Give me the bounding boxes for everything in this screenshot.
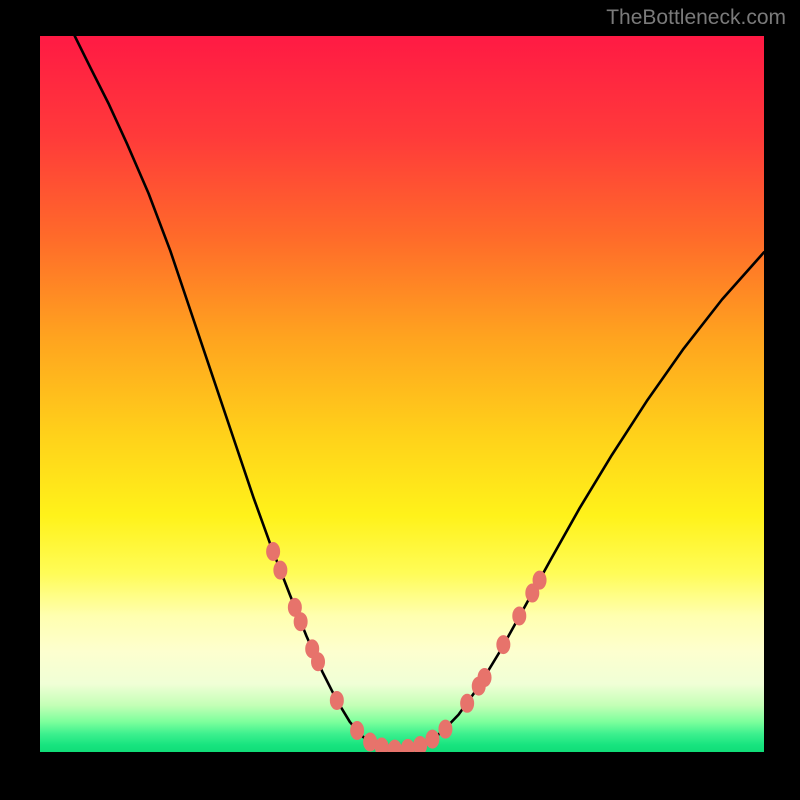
data-marker xyxy=(375,738,388,752)
data-marker xyxy=(478,669,491,687)
chart-background xyxy=(40,36,764,752)
chart-plot-area xyxy=(40,36,764,752)
chart-svg xyxy=(40,36,764,752)
data-marker xyxy=(533,571,546,589)
data-marker xyxy=(414,737,427,752)
data-marker xyxy=(426,730,439,748)
data-marker xyxy=(330,691,343,709)
data-marker xyxy=(274,561,287,579)
data-marker xyxy=(388,740,401,752)
data-marker xyxy=(497,636,510,654)
data-marker xyxy=(461,694,474,712)
data-marker xyxy=(267,543,280,561)
data-marker xyxy=(312,653,325,671)
data-marker xyxy=(439,720,452,738)
data-marker xyxy=(364,733,377,751)
data-marker xyxy=(401,739,414,752)
data-marker xyxy=(294,613,307,631)
data-marker xyxy=(351,722,364,740)
watermark-text: TheBottleneck.com xyxy=(606,6,786,30)
data-marker xyxy=(513,607,526,625)
